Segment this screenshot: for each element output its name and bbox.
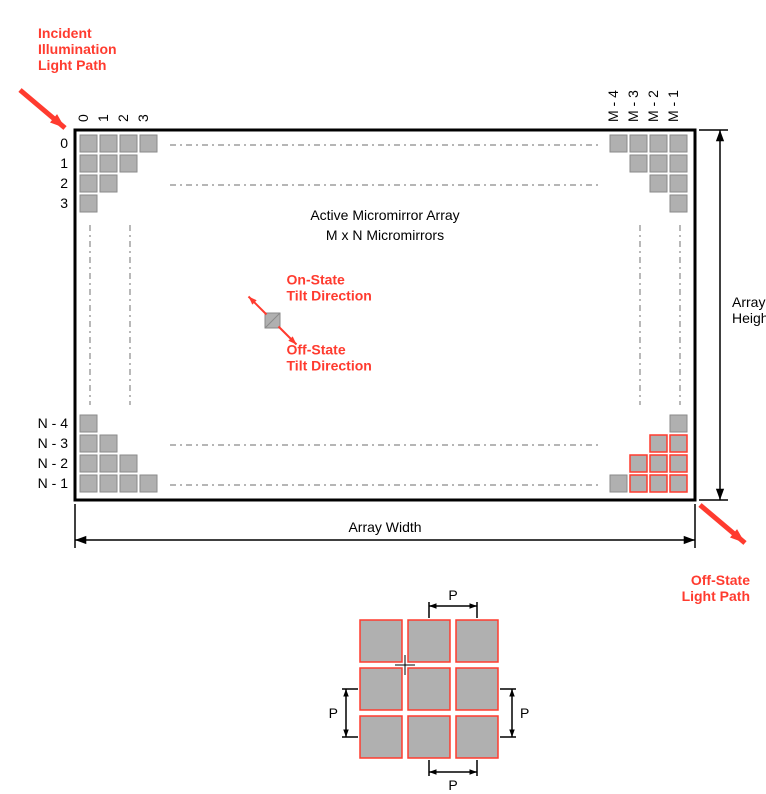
mirror-cell [610, 475, 627, 492]
mirror-cell [670, 475, 687, 492]
svg-text:M - 4: M - 4 [605, 90, 621, 122]
detail-cell [360, 716, 402, 758]
mirror-cell [650, 435, 667, 452]
mirror-cell [650, 175, 667, 192]
svg-text:N - 1: N - 1 [38, 475, 69, 491]
svg-text:1: 1 [95, 114, 111, 122]
mirror-cell [80, 415, 97, 432]
mirror-cell [120, 135, 137, 152]
detail-cell [408, 620, 450, 662]
mirror-cell [80, 155, 97, 172]
mirror-cell [650, 455, 667, 472]
svg-text:P: P [448, 587, 457, 603]
svg-text:2: 2 [115, 114, 131, 122]
corner-bot_right [610, 415, 687, 492]
detail-cell [360, 668, 402, 710]
mirror-cell [630, 455, 647, 472]
mirror-cell [610, 135, 627, 152]
svg-text:N - 4: N - 4 [38, 415, 69, 431]
mirror-cell [650, 135, 667, 152]
mirror-cell [650, 475, 667, 492]
mirror-cell [100, 475, 117, 492]
incident-label: IncidentIlluminationLight Path [38, 25, 117, 73]
mirror-cell [670, 175, 687, 192]
width-label: Array Width [348, 519, 421, 535]
svg-text:3: 3 [135, 114, 151, 122]
mirror-cell [140, 135, 157, 152]
mirror-cell [670, 415, 687, 432]
svg-text:N - 3: N - 3 [38, 435, 69, 451]
mirror-cell [80, 435, 97, 452]
corner-top_right [610, 135, 687, 212]
detail-cell [456, 620, 498, 662]
svg-text:P: P [448, 777, 457, 793]
mirror-cell [670, 155, 687, 172]
corner-top_left [80, 135, 157, 212]
svg-text:M - 1: M - 1 [665, 90, 681, 122]
svg-text:0: 0 [60, 135, 68, 151]
mirror-cell [100, 435, 117, 452]
mirror-cell [80, 195, 97, 212]
mirror-cell [80, 135, 97, 152]
mirror-cell [140, 475, 157, 492]
mirror-cell [80, 175, 97, 192]
corner-bot_left [80, 415, 157, 492]
mirror-cell [630, 155, 647, 172]
svg-text:P: P [329, 705, 338, 721]
offstate-path-label: Off-StateLight Path [682, 572, 751, 604]
array-title-2: M x N Micromirrors [326, 227, 444, 243]
mirror-cell [670, 435, 687, 452]
detail-cell [360, 620, 402, 662]
mirror-cell [100, 135, 117, 152]
svg-text:2: 2 [60, 175, 68, 191]
mirror-cell [100, 455, 117, 472]
array-outline [75, 130, 695, 500]
svg-text:M - 2: M - 2 [645, 90, 661, 122]
mirror-cell [650, 155, 667, 172]
svg-text:N - 2: N - 2 [38, 455, 69, 471]
off-state-label: Off-StateTilt Direction [287, 342, 372, 374]
mirror-cell [670, 135, 687, 152]
svg-text:0: 0 [75, 114, 91, 122]
svg-text:1: 1 [60, 155, 68, 171]
array-title-1: Active Micromirror Array [310, 207, 459, 223]
mirror-cell [80, 455, 97, 472]
svg-text:3: 3 [60, 195, 68, 211]
detail-cell [456, 716, 498, 758]
mirror-cell [100, 155, 117, 172]
svg-text:P: P [520, 705, 529, 721]
detail-cell [408, 716, 450, 758]
mirror-cell [120, 155, 137, 172]
svg-text:M - 3: M - 3 [625, 90, 641, 122]
mirror-cell [120, 455, 137, 472]
mirror-cell [120, 475, 137, 492]
detail-inset: P P P P [329, 587, 530, 793]
detail-cell [408, 668, 450, 710]
mirror-cell [80, 475, 97, 492]
mirror-cell [670, 195, 687, 212]
detail-cell [456, 668, 498, 710]
height-label: ArrayHeight [732, 294, 766, 326]
mirror-cell [100, 175, 117, 192]
mirror-cell [630, 475, 647, 492]
mirror-cell [670, 455, 687, 472]
mirror-cell [630, 135, 647, 152]
on-state-label: On-StateTilt Direction [287, 272, 372, 304]
